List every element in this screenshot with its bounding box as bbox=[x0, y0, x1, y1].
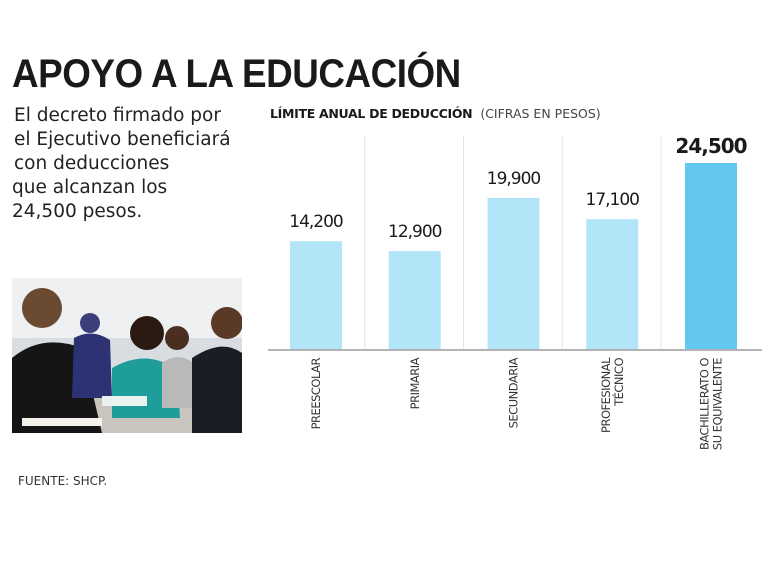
headline: APOYO A LA EDUCACIÓN bbox=[12, 52, 461, 96]
category-label: SU EQUIVALENTE bbox=[711, 358, 725, 450]
bar bbox=[388, 251, 441, 349]
intro-line: el Ejecutivo beneficiará bbox=[14, 129, 231, 150]
bar bbox=[586, 219, 639, 349]
category-label: TÉCNICO bbox=[611, 358, 626, 407]
category-label: PREESCOLAR bbox=[309, 357, 323, 429]
data-label: 24,500 bbox=[675, 134, 746, 158]
category-label: PROFESIONAL bbox=[599, 357, 613, 433]
category-label: SECUNDARIA bbox=[507, 357, 521, 428]
category-label: BACHILLERATO O bbox=[698, 358, 712, 450]
intro-line: que alcanzan los bbox=[12, 177, 168, 198]
intro-line: con deducciones bbox=[14, 153, 170, 174]
intro-text: El decreto firmado por el Ejecutivo bene… bbox=[12, 104, 254, 224]
chart-title-text: LÍMITE ANUAL DE DEDUCCIÓN bbox=[270, 106, 473, 121]
bar bbox=[487, 197, 540, 349]
chart-title: LÍMITE ANUAL DE DEDUCCIÓN (CIFRAS EN PESO… bbox=[270, 106, 601, 121]
data-label: 14,200 bbox=[289, 212, 343, 232]
category-label: PRIMARIA bbox=[408, 357, 422, 409]
intro-line: 24,500 pesos. bbox=[12, 201, 143, 222]
data-label: 17,100 bbox=[586, 190, 640, 210]
data-label: 12,900 bbox=[388, 222, 442, 242]
source-note: FUENTE: SHCP. bbox=[18, 474, 108, 488]
intro-line: El decreto firmado por bbox=[14, 105, 221, 126]
bar bbox=[290, 241, 342, 349]
bar bbox=[685, 163, 737, 349]
students-photo bbox=[12, 278, 242, 433]
data-label: 19,900 bbox=[487, 169, 541, 189]
chart-subtitle: (CIFRAS EN PESOS) bbox=[480, 106, 601, 121]
